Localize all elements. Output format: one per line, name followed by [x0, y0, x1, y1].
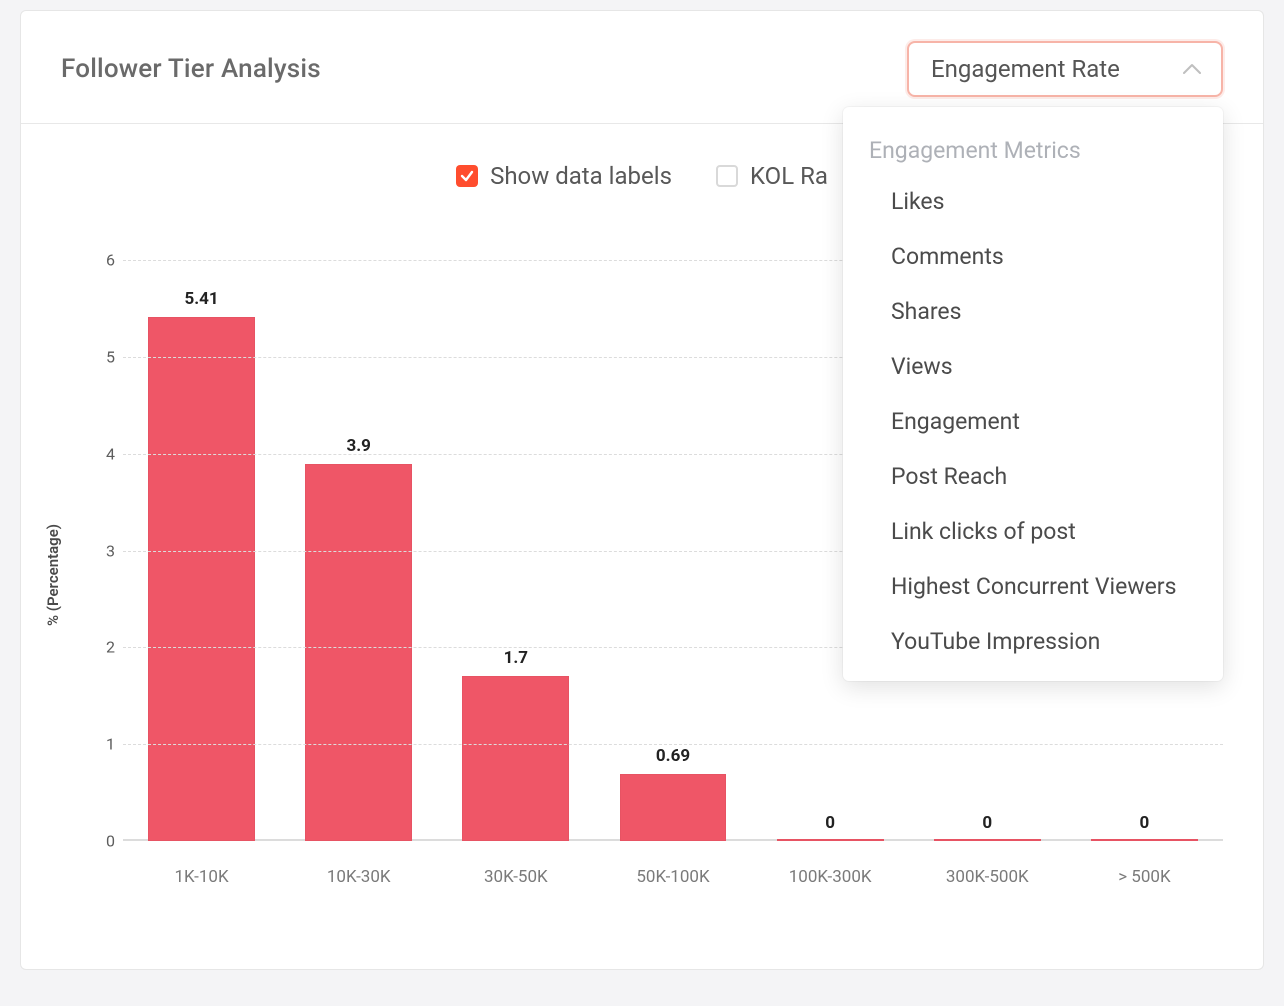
y-tick: 6	[95, 251, 115, 270]
bar-value-label: 0.69	[594, 746, 751, 766]
x-tick: 100K-300K	[752, 853, 909, 887]
bar	[777, 839, 884, 841]
bar-value-label: 0	[1066, 813, 1223, 833]
bar-slot: 1.7	[437, 241, 594, 841]
x-tick: 300K-500K	[909, 853, 1066, 887]
metric-dropdown-trigger[interactable]: Engagement Rate	[907, 41, 1223, 97]
bar-slot: 3.9	[280, 241, 437, 841]
x-tick: 1K-10K	[123, 853, 280, 887]
y-tick: 4	[95, 444, 115, 463]
bar-slot: 0.69	[594, 241, 751, 841]
x-tick: > 500K	[1066, 853, 1223, 887]
y-tick: 5	[95, 348, 115, 367]
bar-value-label: 5.41	[123, 289, 280, 309]
y-tick: 1	[95, 735, 115, 754]
y-tick: 0	[95, 832, 115, 851]
x-axis: 1K-10K10K-30K30K-50K50K-100K100K-300K300…	[123, 853, 1223, 887]
dropdown-option[interactable]: Shares	[843, 284, 1223, 339]
analysis-card: Follower Tier Analysis Engagement Rate S…	[20, 10, 1264, 970]
chevron-up-icon	[1183, 60, 1201, 79]
card-title: Follower Tier Analysis	[61, 54, 321, 84]
dropdown-option[interactable]: YouTube Impression	[843, 614, 1223, 669]
dropdown-option[interactable]: Post Reach	[843, 449, 1223, 504]
bar	[305, 464, 412, 841]
grid-line	[123, 744, 1223, 745]
bar	[934, 839, 1041, 841]
dropdown-group-label: Engagement Metrics	[843, 123, 1223, 174]
bar	[1091, 839, 1198, 841]
dropdown-option[interactable]: Link clicks of post	[843, 504, 1223, 559]
bar-value-label: 0	[909, 813, 1066, 833]
dropdown-option[interactable]: Engagement	[843, 394, 1223, 449]
metric-dropdown-selected: Engagement Rate	[931, 55, 1120, 83]
show-data-labels-checkbox[interactable]: Show data labels	[456, 162, 672, 190]
dropdown-option[interactable]: Views	[843, 339, 1223, 394]
bar	[462, 676, 569, 841]
y-tick: 3	[95, 541, 115, 560]
bar-value-label: 0	[752, 813, 909, 833]
bar-slot: 5.41	[123, 241, 280, 841]
dropdown-option[interactable]: Highest Concurrent Viewers	[843, 559, 1223, 614]
kol-rank-label: KOL Ra	[750, 162, 828, 190]
metric-dropdown-menu: Engagement Metrics LikesCommentsSharesVi…	[843, 107, 1223, 681]
x-tick: 10K-30K	[280, 853, 437, 887]
checkbox-empty-icon	[716, 165, 738, 187]
kol-rank-checkbox[interactable]: KOL Ra	[716, 162, 828, 190]
bar	[620, 774, 727, 841]
bar-value-label: 3.9	[280, 436, 437, 456]
dropdown-option[interactable]: Comments	[843, 229, 1223, 284]
bar	[148, 317, 255, 841]
x-tick: 50K-100K	[594, 853, 751, 887]
dropdown-option[interactable]: Likes	[843, 174, 1223, 229]
x-tick: 30K-50K	[437, 853, 594, 887]
y-axis-label: % (Percentage)	[44, 524, 62, 626]
y-tick: 2	[95, 638, 115, 657]
bar-value-label: 1.7	[437, 648, 594, 668]
show-data-labels-label: Show data labels	[490, 162, 672, 190]
check-icon	[456, 165, 478, 187]
